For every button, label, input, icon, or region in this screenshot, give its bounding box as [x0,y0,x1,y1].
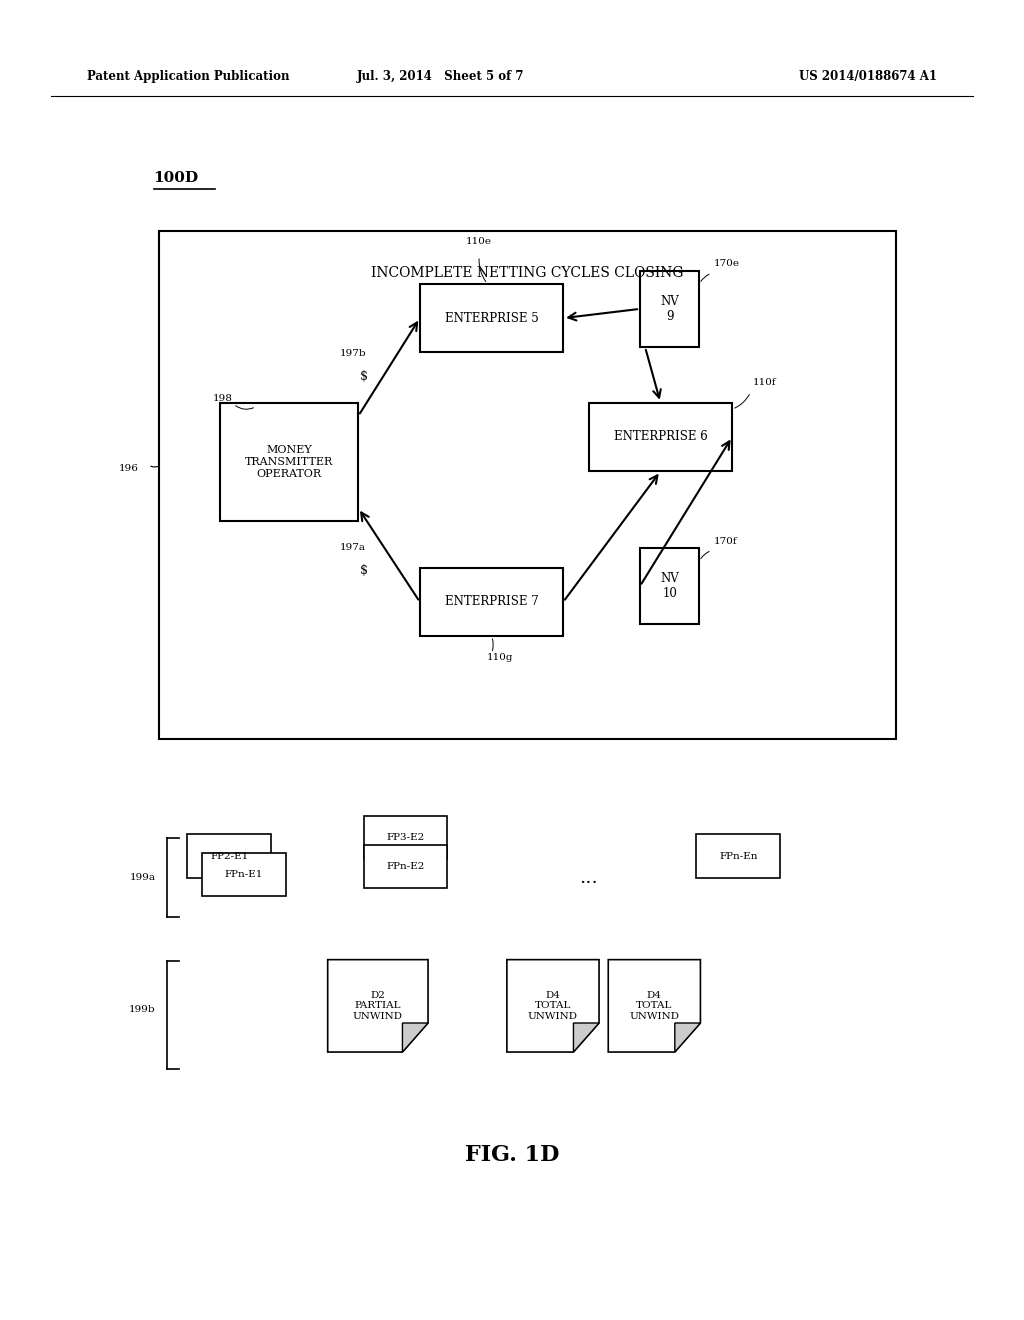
Text: D4
TOTAL
UNWIND: D4 TOTAL UNWIND [630,991,679,1020]
Text: ENTERPRISE 6: ENTERPRISE 6 [613,430,708,444]
Polygon shape [675,1023,700,1052]
Text: 197a: 197a [340,544,367,552]
Text: US 2014/0188674 A1: US 2014/0188674 A1 [799,70,937,83]
Text: NV
9: NV 9 [660,294,679,323]
Polygon shape [507,960,599,1052]
Text: D4
TOTAL
UNWIND: D4 TOTAL UNWIND [528,991,578,1020]
Text: FPn-En: FPn-En [719,851,758,861]
FancyBboxPatch shape [589,403,732,471]
FancyBboxPatch shape [187,834,271,878]
FancyBboxPatch shape [420,568,563,636]
Text: ...: ... [580,869,598,887]
Text: MONEY
TRANSMITTER
OPERATOR: MONEY TRANSMITTER OPERATOR [245,445,334,479]
FancyBboxPatch shape [202,853,286,896]
FancyBboxPatch shape [364,816,447,859]
Text: Patent Application Publication: Patent Application Publication [87,70,290,83]
Text: 199a: 199a [130,874,156,882]
FancyBboxPatch shape [640,271,699,347]
Text: FPn-E1: FPn-E1 [224,870,263,879]
Text: FP3-E2: FP3-E2 [386,833,425,842]
Text: 196: 196 [119,465,138,473]
FancyBboxPatch shape [696,834,780,878]
Text: 110e: 110e [466,238,492,246]
Text: 199b: 199b [129,1006,156,1014]
Text: 110g: 110g [486,653,513,661]
Polygon shape [608,960,700,1052]
Text: INCOMPLETE NETTING CYCLES CLOSING: INCOMPLETE NETTING CYCLES CLOSING [371,267,684,280]
Text: $: $ [359,370,368,383]
FancyBboxPatch shape [640,548,699,624]
Text: 170f: 170f [714,537,737,545]
Polygon shape [573,1023,599,1052]
Text: ENTERPRISE 5: ENTERPRISE 5 [444,312,539,325]
Text: ENTERPRISE 7: ENTERPRISE 7 [444,595,539,609]
Text: 170e: 170e [714,260,739,268]
Polygon shape [328,960,428,1052]
Text: 197b: 197b [340,350,367,358]
FancyBboxPatch shape [159,231,896,739]
Text: D2
PARTIAL
UNWIND: D2 PARTIAL UNWIND [353,991,402,1020]
Text: FIG. 1D: FIG. 1D [465,1144,559,1166]
Text: FP2-E1: FP2-E1 [210,851,249,861]
FancyBboxPatch shape [364,845,447,888]
Text: 198: 198 [213,395,232,403]
Text: 100D: 100D [154,172,199,185]
FancyBboxPatch shape [220,403,358,521]
Text: $: $ [359,564,368,577]
Text: 110f: 110f [753,379,776,387]
Text: NV
10: NV 10 [660,572,679,601]
FancyBboxPatch shape [420,284,563,352]
Polygon shape [402,1023,428,1052]
Text: Jul. 3, 2014   Sheet 5 of 7: Jul. 3, 2014 Sheet 5 of 7 [356,70,524,83]
Text: FPn-E2: FPn-E2 [386,862,425,871]
